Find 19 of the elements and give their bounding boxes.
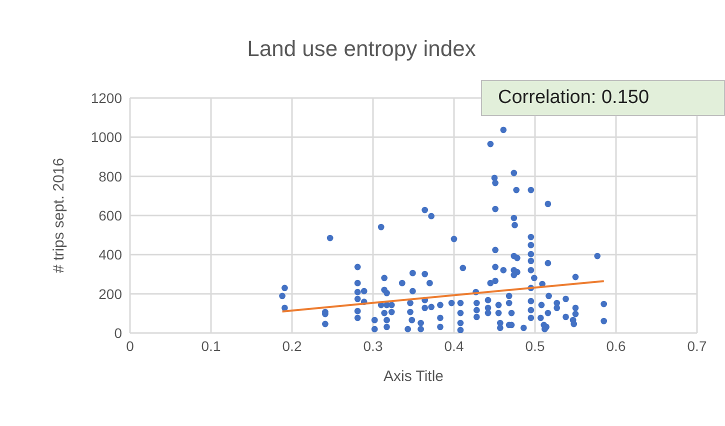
text-box: Correlation: 0.150	[481, 80, 725, 116]
x-tick-label: 0.5	[525, 338, 545, 354]
y-tick-label: 1200	[90, 90, 122, 106]
x-tick-label: 0.1	[201, 338, 221, 354]
y-tick-label: 200	[98, 286, 122, 302]
y-tick-label: 1000	[90, 129, 122, 146]
x-tick-label: 0.7	[687, 338, 707, 354]
x-tick-label: 0.6	[606, 338, 626, 354]
y-tick-label: 800	[98, 168, 122, 184]
y-axis-title: # trips sept. 2016	[50, 158, 68, 274]
y-tick-label: 400	[98, 246, 122, 263]
chart-title: Land use entropy index	[246, 36, 477, 62]
x-tick-label: 0.3	[363, 338, 383, 354]
x-tick-label: 0.4	[444, 338, 464, 354]
y-tick-label: 600	[98, 207, 122, 224]
x-axis-title: Axis Title	[383, 368, 444, 385]
y-tick-label: 0	[114, 324, 122, 341]
x-tick-label: 0.2	[282, 338, 302, 354]
x-tick-label: 0	[126, 338, 134, 354]
